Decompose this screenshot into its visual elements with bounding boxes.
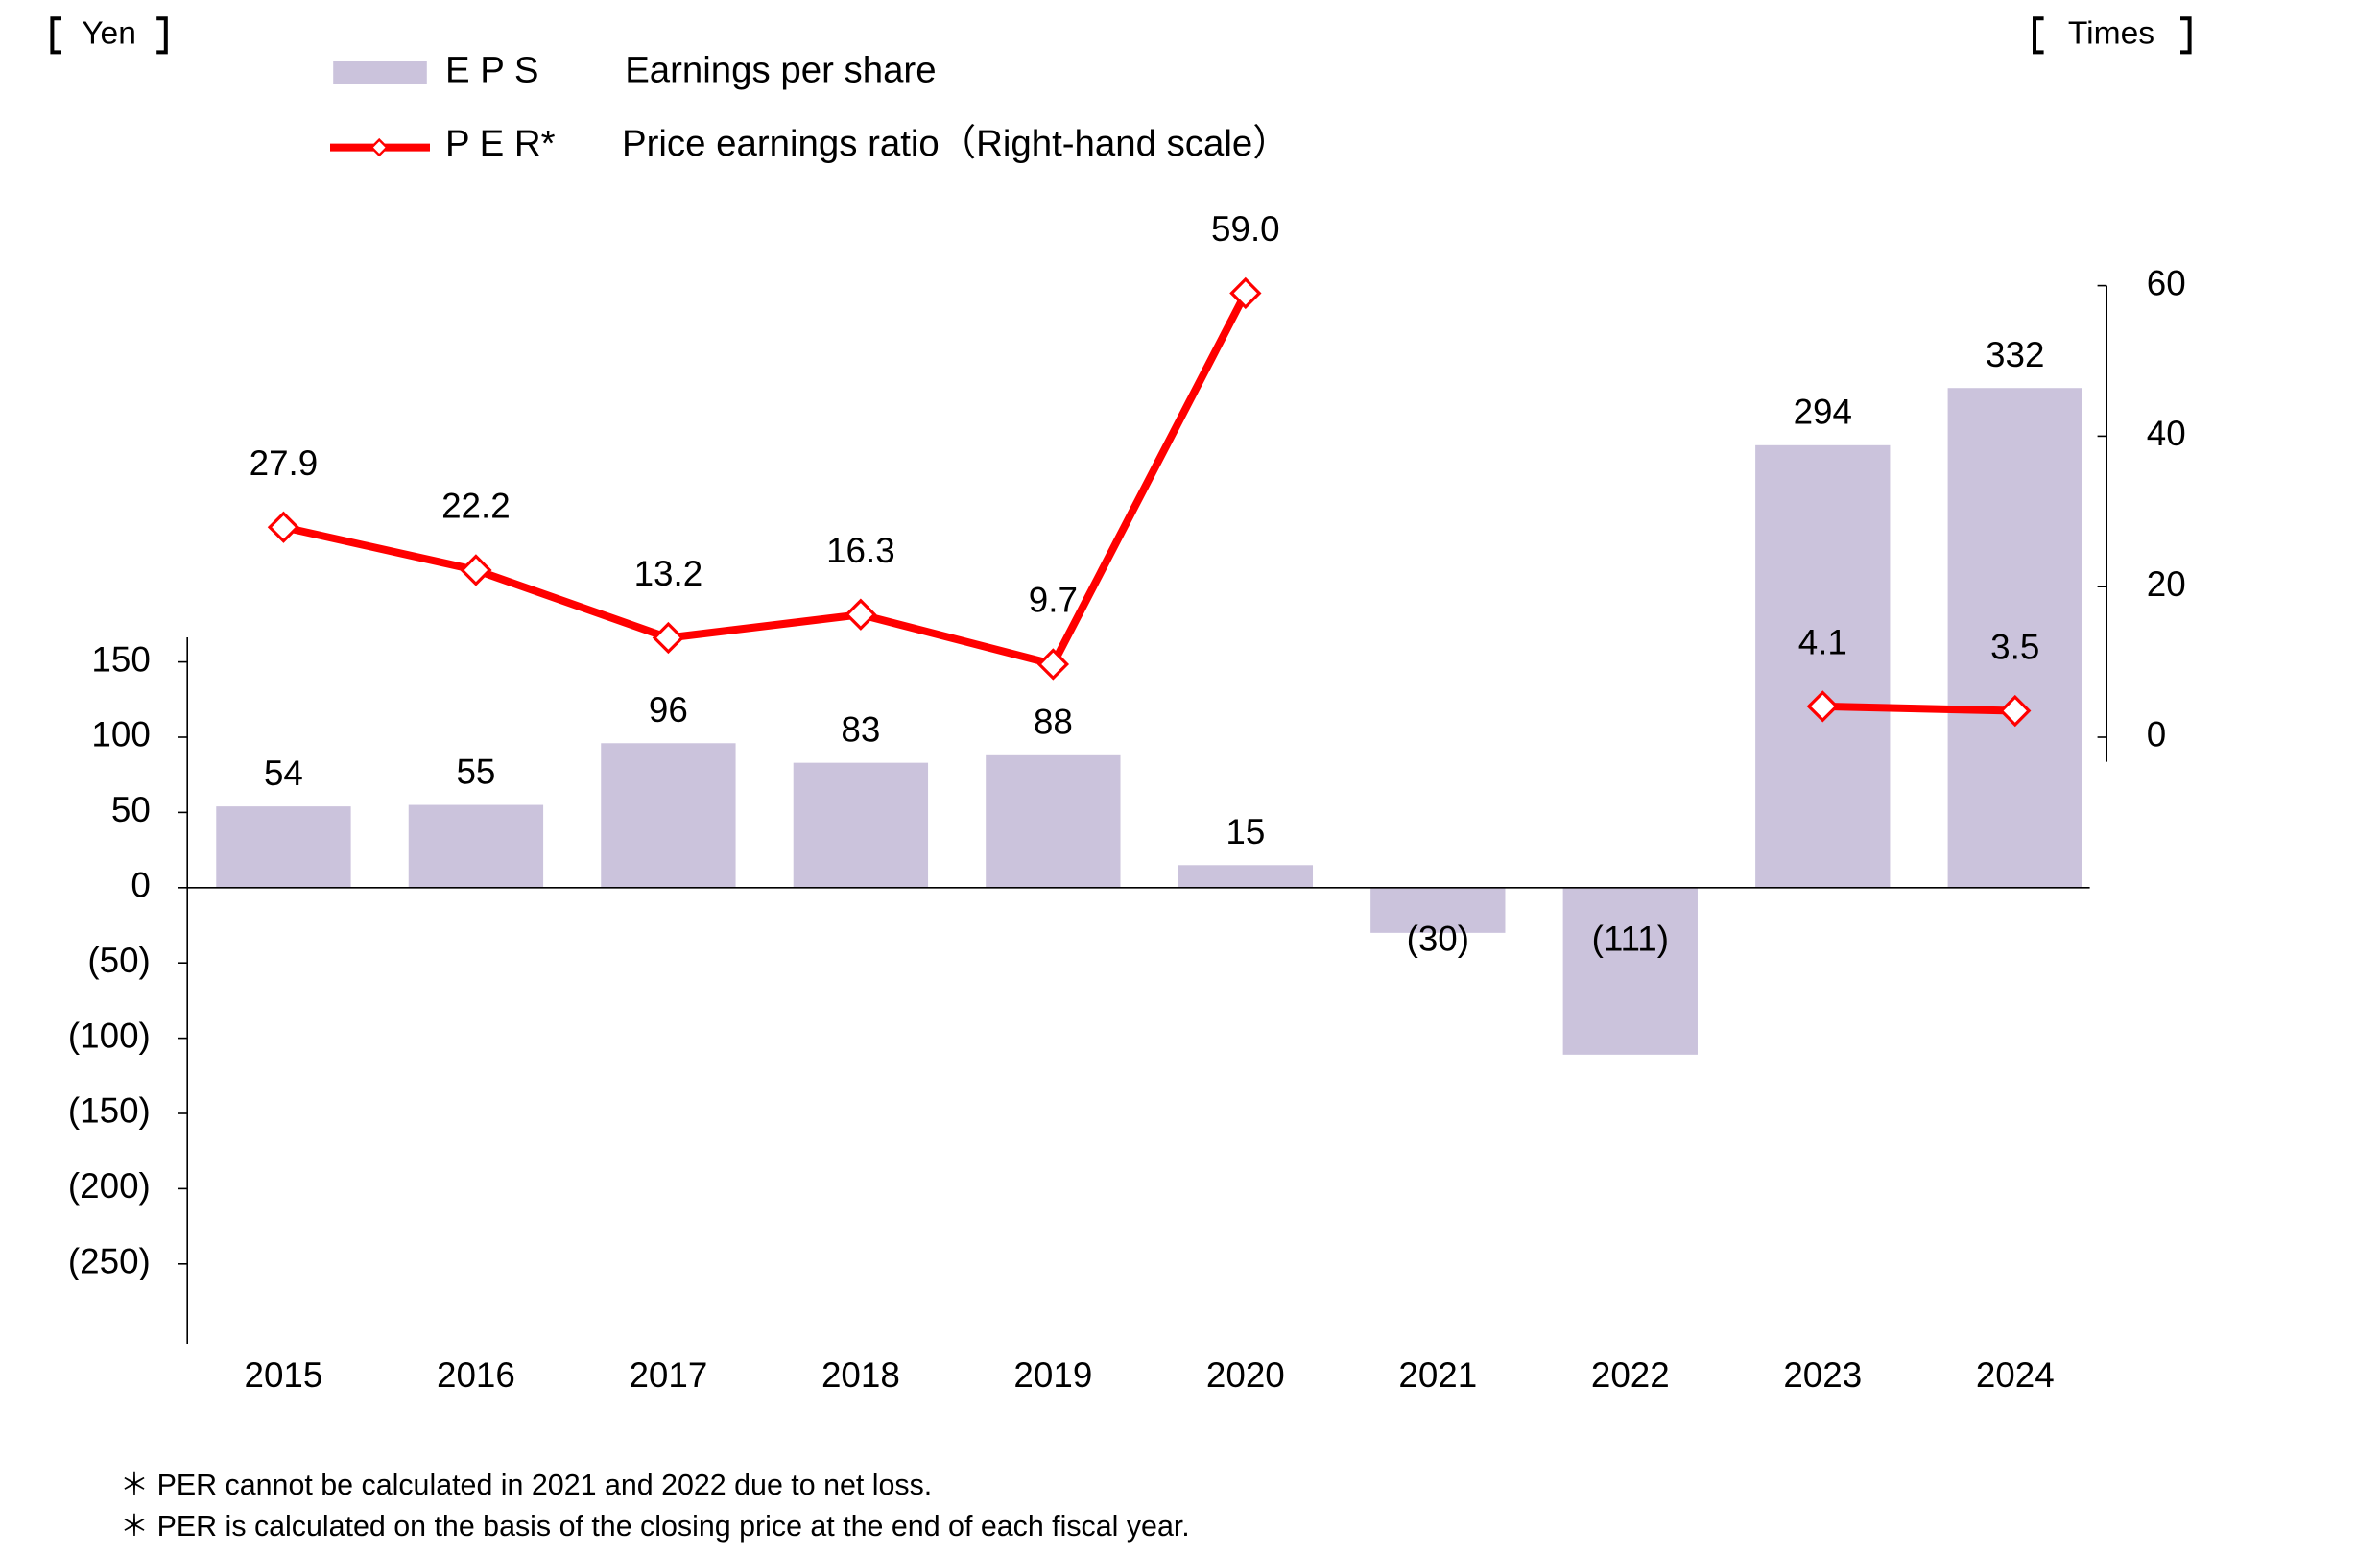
- bar: [216, 806, 351, 888]
- bar: [601, 743, 736, 888]
- marker: [267, 511, 300, 543]
- footnote: ＊ PER cannot be calculated in 2021 and 2…: [120, 1469, 932, 1501]
- data-label: 22.2: [441, 487, 511, 526]
- data-label: 15: [1226, 812, 1265, 851]
- x-tick-label: 2019: [1013, 1355, 1092, 1395]
- data-label: 54: [264, 754, 303, 793]
- marker: [1806, 690, 1839, 723]
- x-tick-label: 2016: [437, 1355, 515, 1395]
- x-tick-label: 2015: [245, 1355, 323, 1395]
- bar: [1755, 444, 1891, 888]
- marker: [1036, 648, 1070, 681]
- marker: [845, 598, 877, 631]
- data-label: 88: [1034, 703, 1073, 742]
- data-label: 294: [1794, 393, 1852, 432]
- data-label: 13.2: [634, 554, 703, 593]
- data-label: 27.9: [250, 443, 319, 483]
- data-label: 332: [1986, 335, 2044, 374]
- y-tick-label: (150): [68, 1091, 151, 1131]
- line: [1822, 702, 2015, 715]
- bar: [986, 754, 1121, 888]
- data-label: 4.1: [1798, 623, 1847, 662]
- bar: [1947, 388, 2082, 888]
- line: [282, 291, 1250, 668]
- legend-description: Price earnings ratio（Right-hand scale）: [622, 123, 1290, 164]
- legend-marker: [369, 137, 389, 157]
- data-label: 96: [649, 690, 688, 730]
- y2-unit: Times: [2068, 16, 2154, 52]
- data-label: 16.3: [826, 531, 895, 570]
- data-label: 55: [456, 752, 495, 791]
- unit-bracket: [2033, 16, 2192, 55]
- x-tick-label: 2021: [1398, 1355, 1477, 1395]
- bar: [1370, 887, 1506, 933]
- data-label: (30): [1407, 920, 1469, 959]
- bar: [1562, 887, 1698, 1055]
- y-tick-label: 50: [111, 790, 151, 829]
- data-label: (111): [1592, 920, 1669, 959]
- x-tick-label: 2022: [1591, 1355, 1670, 1395]
- footnote: ＊ PER is calculated on the basis of the …: [120, 1510, 1190, 1543]
- y2-tick-label: 0: [2147, 715, 2166, 754]
- legend-swatch: [333, 61, 427, 84]
- marker: [1229, 276, 1262, 310]
- data-label: 83: [841, 709, 880, 749]
- y-tick-label: 100: [91, 715, 150, 754]
- marker: [652, 621, 685, 655]
- x-tick-label: 2024: [1976, 1355, 2055, 1395]
- y2-tick-label: 20: [2147, 564, 2186, 604]
- legend-description: Earnings per share: [625, 49, 936, 90]
- data-label: 9.7: [1029, 581, 1078, 620]
- marker: [460, 554, 492, 586]
- data-label: 59.0: [1211, 209, 1280, 249]
- legend-name: P E R*: [445, 123, 556, 164]
- marker: [1999, 694, 2032, 728]
- bar: [793, 762, 929, 888]
- bar: [408, 804, 544, 888]
- y-unit: Yen: [82, 16, 136, 52]
- y-tick-label: (100): [68, 1016, 151, 1055]
- unit-bracket: [50, 16, 168, 55]
- x-tick-label: 2023: [1783, 1355, 1862, 1395]
- bar: [1178, 865, 1314, 888]
- legend-name: E P S: [445, 49, 538, 90]
- y2-tick-label: 60: [2147, 263, 2186, 302]
- x-tick-label: 2017: [629, 1355, 707, 1395]
- x-tick-label: 2018: [821, 1355, 900, 1395]
- y-tick-label: (200): [68, 1166, 151, 1206]
- y-tick-label: 150: [91, 639, 150, 679]
- x-tick-label: 2020: [1206, 1355, 1285, 1395]
- data-label: 3.5: [1990, 627, 2039, 666]
- y2-tick-label: 40: [2147, 414, 2186, 453]
- y-tick-label: 0: [131, 866, 150, 905]
- y-tick-label: (250): [68, 1242, 151, 1281]
- y-tick-label: (50): [87, 941, 150, 980]
